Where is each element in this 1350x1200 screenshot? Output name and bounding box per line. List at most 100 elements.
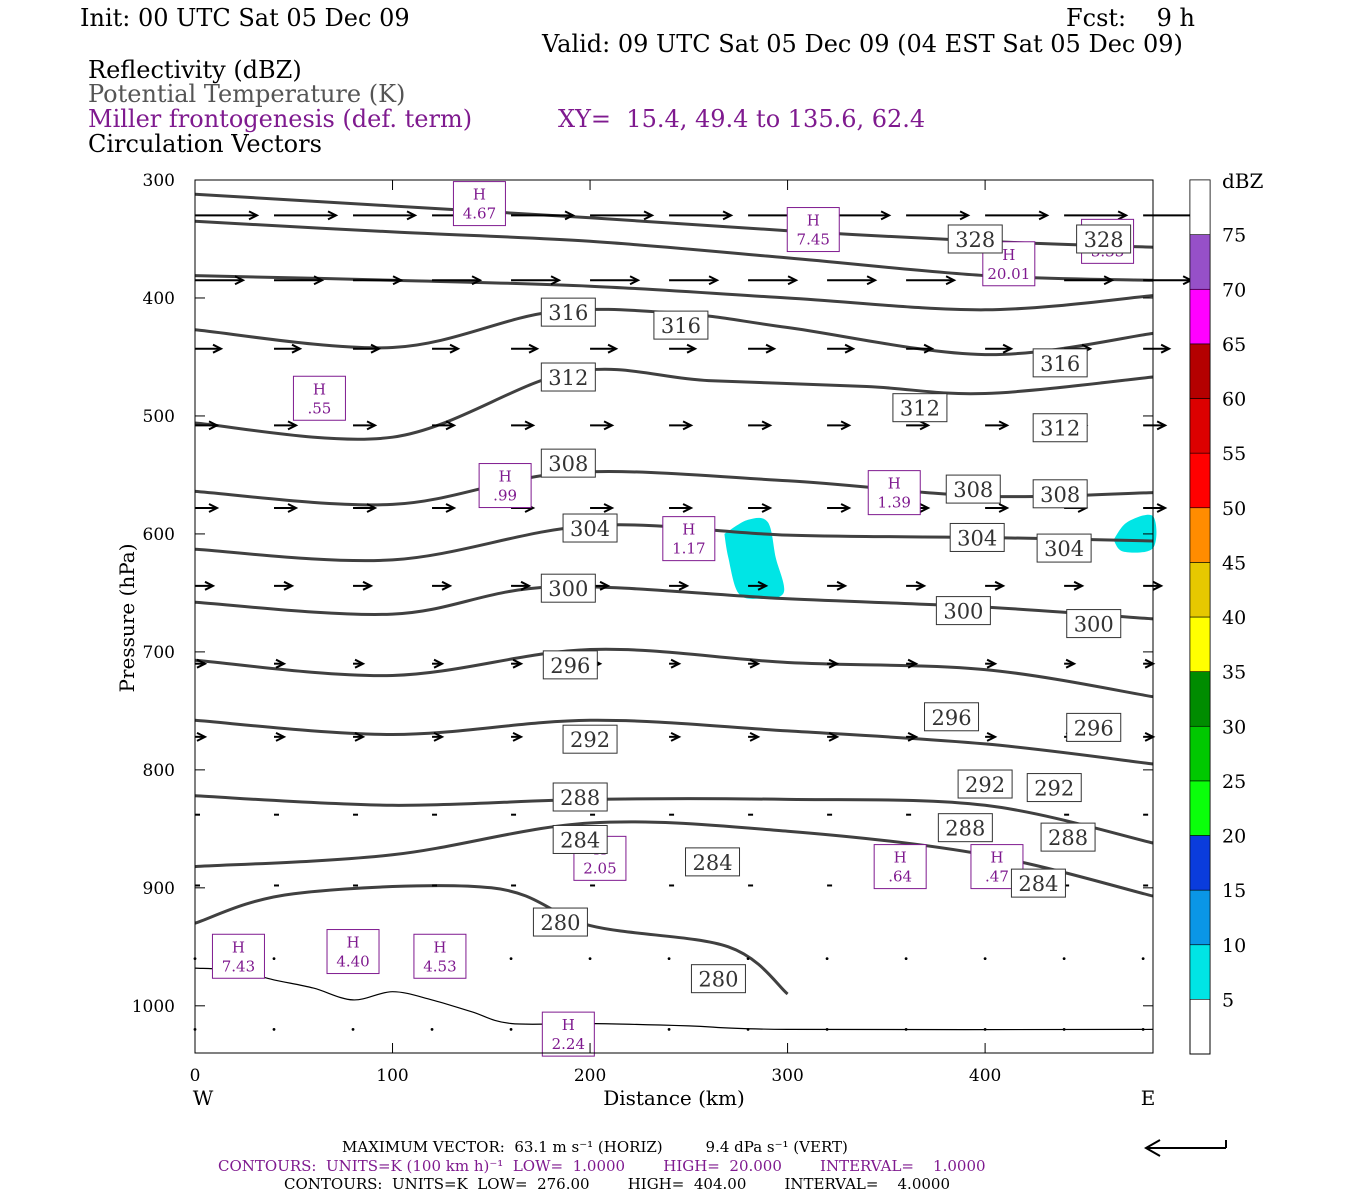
- east-label: E: [1141, 1086, 1156, 1110]
- theta-label-box: [540, 362, 596, 392]
- frontogenesis-contour-note: CONTOURS: UNITS=K (100 km h)⁻¹ LOW= 1.00…: [218, 1157, 986, 1175]
- theta-label: 280: [690, 964, 746, 994]
- max-label-value: 4.67: [463, 205, 496, 223]
- theta-label-text: 316: [1040, 352, 1080, 376]
- max-label-value: .99: [493, 487, 517, 505]
- y-tick-label: 400: [143, 289, 175, 309]
- theta-label-box: [1026, 773, 1082, 803]
- theta-label-box: [1010, 868, 1066, 898]
- max-label-box: [413, 933, 467, 979]
- x-tick-label: 200: [574, 1066, 606, 1086]
- theta-label-text: 284: [692, 851, 732, 875]
- circulation-vector: [904, 957, 908, 961]
- theta-label-text: 300: [1074, 613, 1114, 637]
- theta-label: 304: [562, 513, 618, 543]
- y-tick-label: 900: [143, 879, 175, 899]
- circulation-vector: [825, 1028, 829, 1031]
- theta-label-text: 308: [548, 452, 588, 476]
- colorbar-swatch: [1189, 562, 1211, 618]
- circulation-vector: [906, 420, 931, 431]
- circulation-vector: [1143, 420, 1168, 431]
- theta-label-box: [957, 769, 1013, 799]
- theta-label-text: 292: [1034, 777, 1074, 801]
- colorbar-swatch: [1189, 398, 1211, 454]
- circulation-vector: [827, 658, 840, 669]
- theta-label-text: 304: [1044, 537, 1084, 561]
- theta-label-text: 300: [548, 577, 588, 601]
- field-frontogenesis: Miller frontogenesis (def. term): [88, 105, 473, 133]
- max-label-value: 2.24: [552, 1035, 585, 1053]
- y-tick-label: 700: [143, 643, 175, 663]
- circulation-vector: [432, 343, 461, 354]
- colorbar-tick-label: 60: [1222, 389, 1246, 411]
- theta-label: 316: [540, 297, 596, 327]
- circulation-vector: [985, 420, 1010, 431]
- theta-label-box: [540, 573, 596, 603]
- circulation-vector: [825, 957, 829, 961]
- theta-label: 308: [945, 474, 1001, 504]
- circulation-vector: [1141, 957, 1145, 961]
- theta-label: 304: [949, 522, 1005, 552]
- theta-label: 300: [540, 573, 596, 603]
- theta-label: 280: [532, 907, 588, 937]
- circulation-vector: [748, 658, 761, 669]
- frontogenesis-maximum: H4.67: [452, 181, 506, 227]
- theta-label-text: 288: [1048, 826, 1088, 850]
- theta-label-box: [562, 513, 618, 543]
- forecast-hour: Fcst: 9 h: [1066, 4, 1196, 32]
- circulation-vector: [274, 731, 287, 742]
- theta-label-text: 316: [548, 301, 588, 325]
- circulation-vector: [1143, 658, 1156, 669]
- max-label-h: H: [232, 938, 245, 956]
- theta-label-text: 312: [1040, 417, 1080, 441]
- max-label-value: 1.39: [878, 494, 911, 512]
- theta-contour-308: [194, 470, 1154, 507]
- colorbar-swatch: [1189, 616, 1211, 672]
- contour-label-layer: 328 328 316 316 316 312 312 312 308 308 308 304 304 3…: [532, 224, 1132, 994]
- field-reflectivity: Reflectivity (dBZ): [88, 56, 302, 84]
- max-label-box: [786, 207, 840, 253]
- axis-layer: 0 100 200 300 400 300 400 500 600 700 800 900 1000: [132, 171, 1153, 1086]
- circulation-vector: [195, 343, 224, 354]
- circulation-vector: [1064, 275, 1115, 286]
- colorbar-tick-label: 45: [1222, 552, 1246, 574]
- theta-label-text: 328: [955, 228, 995, 252]
- circulation-vector: [1062, 957, 1066, 961]
- circulation-vector: [827, 420, 852, 431]
- circulation-vector: [511, 420, 536, 431]
- y-tick-label: 1000: [132, 997, 175, 1017]
- theta-label-box: [947, 224, 1003, 254]
- colorbar-tick-label: 25: [1222, 771, 1246, 793]
- terrain-layer: [194, 967, 1154, 1031]
- max-label-box: [211, 933, 265, 979]
- theta-label-box: [562, 724, 618, 754]
- frontogenesis-maximum: H4.53: [413, 933, 467, 979]
- theta-label-box: [1066, 712, 1122, 742]
- theta-label-text: 316: [661, 314, 701, 338]
- theta-label-text: 312: [900, 397, 940, 421]
- theta-label-box: [690, 964, 746, 994]
- theta-label-text: 308: [1040, 483, 1080, 507]
- circulation-vector: [511, 343, 540, 354]
- circulation-vector: [1141, 1028, 1145, 1031]
- frontogenesis-maximum: H.99: [478, 463, 532, 509]
- max-label-box: [478, 463, 532, 509]
- max-label-h: H: [807, 212, 820, 230]
- circulation-vector: [432, 420, 457, 431]
- circulation-vector: [195, 275, 246, 286]
- west-label: W: [193, 1086, 214, 1110]
- colorbar-tick-label: 10: [1222, 935, 1246, 957]
- max-label-box: [662, 516, 716, 562]
- colorbar-swatch: [1189, 944, 1211, 1000]
- frontogenesis-maximum: H.64: [873, 844, 927, 890]
- terrain-line: [194, 967, 1154, 1031]
- max-label-value: 1.17: [672, 540, 705, 558]
- circulation-vector: [511, 580, 532, 591]
- frontogenesis-maximum: H.55: [292, 375, 346, 421]
- y-tick-label: 300: [143, 171, 175, 191]
- theta-label: 300: [935, 596, 991, 626]
- colorbar-tick-label: 55: [1222, 443, 1246, 465]
- max-label-h: H: [894, 849, 907, 867]
- theta-label: 296: [542, 650, 598, 680]
- colorbar-swatch: [1189, 889, 1211, 946]
